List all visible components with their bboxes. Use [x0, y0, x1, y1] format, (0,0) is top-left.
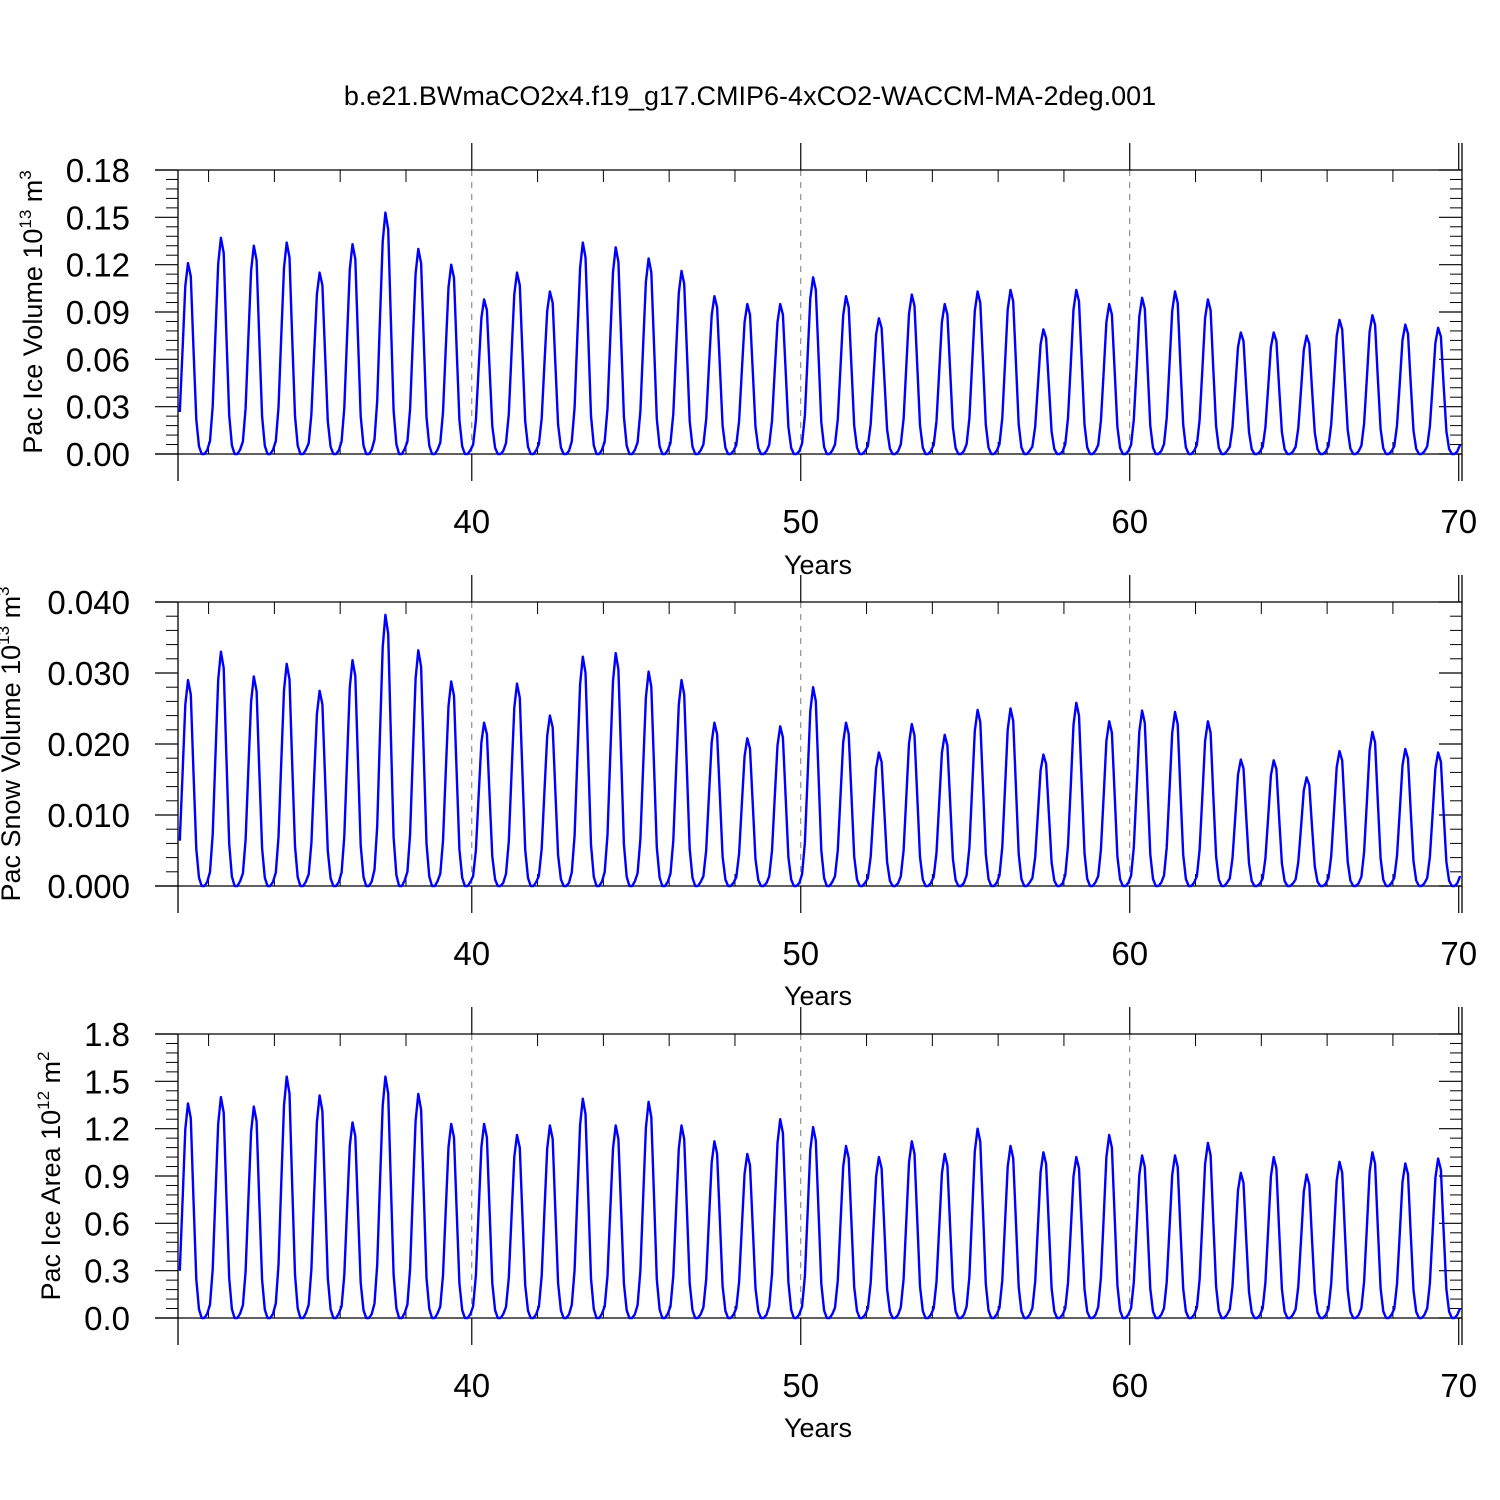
ice-volume-panel: Pac Ice Volume 1013 m3 Years 0.00 0.03 0.0…: [16, 143, 1477, 580]
ice-area-x-tick-label: 40: [453, 1367, 490, 1404]
ice-area-y-tick-label: 1.5: [84, 1063, 130, 1100]
ice-area-y-tick-label: 0.0: [84, 1300, 130, 1337]
ice-volume-y-label-main: Pac Ice Volume 10: [18, 229, 48, 454]
snow-volume-x-tick-label: 40: [453, 935, 490, 972]
ice-volume-y-tick-label: 0.06: [66, 341, 130, 378]
snow-volume-y-label-unit: m: [0, 596, 26, 626]
snow-volume-y-label: Pac Snow Volume 1013 m3: [0, 586, 26, 901]
snow-volume-series-line: [178, 613, 1462, 888]
ice-volume-y-label-unit: m: [18, 180, 48, 210]
snow-volume-panel: Pac Snow Volume 1013 m3 Years 0.000 0.010…: [0, 575, 1477, 1011]
snow-volume-x-tick-label: 50: [782, 935, 819, 972]
snow-volume-x-tick-label: 70: [1440, 935, 1477, 972]
snow-volume-y-label-unit-exponent: 3: [0, 586, 13, 595]
ice-volume-x-tick-label: 70: [1440, 503, 1477, 540]
ice-area-x-tick-label: 70: [1440, 1367, 1477, 1404]
ice-volume-y-tick-label: 0.15: [66, 199, 130, 236]
ice-volume-y-tick-label: 0.09: [66, 294, 130, 331]
ice-area-y-tick-label: 0.3: [84, 1253, 130, 1290]
snow-volume-x-axis-label: Years: [784, 981, 852, 1011]
ice-volume-x-tick-label: 40: [453, 503, 490, 540]
ice-area-series-line: [178, 1075, 1462, 1320]
ice-volume-x-tick-label: 50: [782, 503, 819, 540]
ice-area-y-label: Pac Ice Area 1012 m2: [34, 1051, 66, 1300]
ice-area-x-tick-label: 60: [1111, 1367, 1148, 1404]
ice-volume-x-axis-label: Years: [784, 550, 852, 580]
snow-volume-y-tick-label: 0.030: [47, 655, 130, 692]
ice-area-y-label-unit: m: [36, 1061, 66, 1091]
ice-volume-y-tick-label: 0.03: [66, 389, 130, 426]
snow-volume-y-label-main: Pac Snow Volume 10: [0, 645, 26, 902]
ice-area-panel: Pac Ice Area 1012 m2 Years 0.0 0.3 0.6 0.9 1…: [34, 1007, 1477, 1443]
ice-volume-y-tick-label: 0.12: [66, 247, 130, 284]
ice-area-y-label-main: Pac Ice Area 10: [36, 1110, 66, 1301]
ice-area-y-tick-label: 1.2: [84, 1111, 130, 1148]
ice-volume-y-label-unit-exponent: 3: [16, 170, 35, 179]
ice-area-x-tick-label: 50: [782, 1367, 819, 1404]
snow-volume-y-tick-label: 0.000: [47, 868, 130, 905]
snow-volume-y-tick-label: 0.010: [47, 797, 130, 834]
ice-area-y-tick-label: 0.9: [84, 1158, 130, 1195]
snow-volume-y-label-exponent: 13: [0, 626, 13, 645]
ice-volume-y-label: Pac Ice Volume 1013 m3: [16, 170, 48, 454]
snow-volume-y-axis-label: Pac Snow Volume 1013 m3: [0, 586, 26, 901]
ice-area-y-tick-label: 0.6: [84, 1205, 130, 1242]
ice-area-x-axis-label: Years: [784, 1413, 852, 1443]
figure-title: b.e21.BWmaCO2x4.f19_g17.CMIP6-4xCO2-WACC…: [344, 81, 1156, 111]
ice-volume-y-label-exponent: 13: [16, 210, 35, 229]
snow-volume-x-tick-label: 60: [1111, 935, 1148, 972]
ice-volume-y-tick-label: 0.18: [66, 152, 130, 189]
ice-volume-y-axis-label: Pac Ice Volume 1013 m3: [16, 170, 48, 454]
ice-area-y-tick-label: 1.8: [84, 1016, 130, 1053]
ice-area-y-axis-label: Pac Ice Area 1012 m2: [34, 1051, 66, 1300]
ice-volume-x-tick-label: 60: [1111, 503, 1148, 540]
ice-volume-y-tick-label: 0.00: [66, 436, 130, 473]
snow-volume-y-tick-label: 0.020: [47, 726, 130, 763]
snow-volume-y-tick-label: 0.040: [47, 584, 130, 621]
ice-volume-series-line: [178, 211, 1462, 456]
ice-area-y-label-exponent: 12: [34, 1091, 53, 1110]
ice-area-y-label-unit-exponent: 2: [34, 1051, 53, 1060]
